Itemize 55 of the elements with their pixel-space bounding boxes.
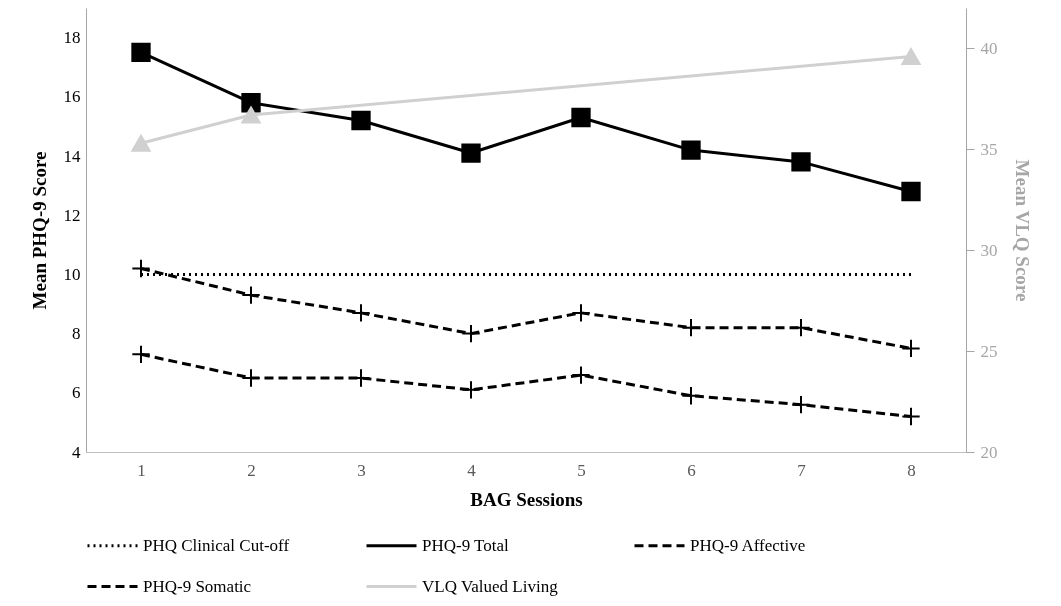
x-tick-label: 3 [357, 460, 366, 480]
y-tick-label: 4 [72, 442, 81, 462]
point [351, 110, 371, 131]
point [351, 303, 371, 323]
point [131, 258, 151, 279]
x-tick-label: 2 [247, 460, 256, 480]
y2-tick-label: 30 [980, 240, 998, 260]
x-tick-label: 8 [907, 460, 916, 480]
y2-tick-label: 40 [980, 38, 998, 58]
point [901, 406, 921, 427]
x-tick-label: 1 [137, 460, 146, 480]
y-tick-label: 12 [63, 205, 81, 225]
legend-label: PHQ Clinical Cut-off [143, 535, 290, 555]
legend-label: PHQ-9 Total [422, 535, 510, 555]
point [901, 338, 921, 359]
point [241, 93, 261, 113]
point [901, 47, 921, 65]
x-axis-title: BAG Sessions [470, 488, 583, 510]
y-tick-label: 8 [72, 324, 81, 344]
point [571, 303, 591, 323]
point [901, 181, 921, 202]
y-tick-label: 6 [72, 383, 81, 403]
y-axis-title: Mean PHQ-9 Score [28, 151, 50, 310]
y2-tick-label: 25 [980, 341, 998, 361]
point [681, 318, 701, 338]
y2-axis-title: Mean VLQ Score [1011, 159, 1033, 302]
legend-label: VLQ Valued Living [422, 576, 559, 596]
point [681, 386, 701, 406]
y-tick-label: 10 [63, 264, 81, 284]
point [241, 285, 261, 305]
y2-tick-label: 35 [980, 139, 998, 159]
point [131, 344, 151, 364]
x-tick-label: 4 [467, 460, 477, 480]
y2-tick-label: 20 [980, 442, 998, 462]
point [131, 134, 151, 152]
x-tick-label: 6 [687, 460, 696, 480]
point [571, 107, 591, 128]
point [461, 143, 481, 163]
y-tick-label: 14 [63, 146, 81, 166]
point [131, 42, 151, 63]
point [461, 323, 481, 344]
point [571, 365, 591, 385]
point [241, 106, 261, 124]
point [461, 380, 481, 400]
point [791, 318, 811, 338]
x-tick-label: 7 [797, 460, 807, 480]
point [681, 140, 701, 160]
point [791, 152, 811, 172]
y-tick-label: 16 [63, 87, 81, 107]
point [791, 394, 811, 415]
point [241, 368, 261, 388]
y-tick-label: 18 [63, 28, 81, 48]
x-tick-label: 5 [577, 460, 586, 480]
legend-label: PHQ-9 Somatic [143, 576, 252, 596]
legend-label: PHQ-9 Affective [690, 535, 806, 555]
